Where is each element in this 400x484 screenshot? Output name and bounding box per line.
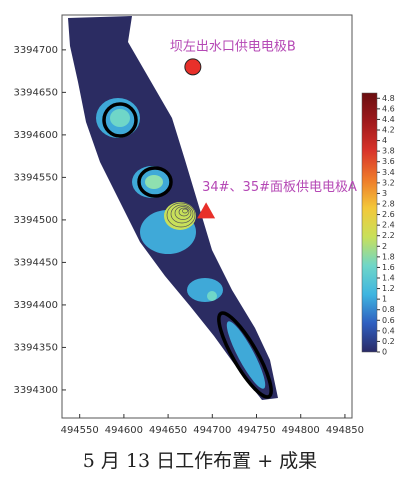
colorbar-tick-label: 3.2 bbox=[382, 178, 395, 187]
x-tick-label: 494800 bbox=[282, 425, 320, 436]
colorbar-tick-label: 4.8 bbox=[382, 94, 395, 103]
colorbar-tick-label: 2.2 bbox=[382, 231, 395, 240]
caption: 5 月 13 日工作布置 + 成果 bbox=[83, 450, 317, 472]
x-tick-label: 494600 bbox=[105, 425, 143, 436]
colorbar-tick-label: 3.8 bbox=[382, 147, 395, 156]
colorbar-tick-label: 2.6 bbox=[382, 210, 395, 219]
y-tick-label: 3394450 bbox=[13, 257, 58, 268]
y-tick-label: 3394700 bbox=[13, 45, 58, 56]
colorbar-tick-label: 3.4 bbox=[382, 168, 395, 177]
x-tick-label: 494750 bbox=[237, 425, 275, 436]
colorbar-tick-label: 0 bbox=[382, 348, 387, 357]
patch bbox=[187, 278, 223, 302]
y-tick-label: 3394500 bbox=[13, 215, 58, 226]
colorbar-tick-label: 1.2 bbox=[382, 284, 395, 293]
electrode-marker bbox=[184, 58, 202, 76]
colorbar-tick-label: 3 bbox=[382, 189, 387, 198]
x-tick-label: 494850 bbox=[326, 425, 364, 436]
patch bbox=[110, 109, 130, 127]
colorbar-tick-label: 4.2 bbox=[382, 126, 395, 135]
colorbar-tick-label: 0.2 bbox=[382, 337, 395, 346]
colorbar-tick-label: 1.8 bbox=[382, 252, 395, 261]
electrode-marker bbox=[197, 202, 216, 219]
patch bbox=[207, 291, 217, 301]
colorbar-tick-label: 1 bbox=[382, 295, 387, 304]
contour-field bbox=[68, 16, 278, 400]
y-tick-label: 3394400 bbox=[13, 300, 58, 311]
colorbar-tick-label: 2 bbox=[382, 242, 387, 251]
electrode-label: 坝左出水口供电电极B bbox=[170, 39, 296, 54]
colorbar-tick-label: 0.4 bbox=[382, 326, 395, 335]
colorbar-tick-label: 4.4 bbox=[382, 115, 395, 124]
x-tick-label: 494700 bbox=[193, 425, 231, 436]
colorbar-tick-label: 4 bbox=[382, 136, 387, 145]
y-tick-label: 3394550 bbox=[13, 172, 58, 183]
patch bbox=[164, 202, 196, 230]
colorbar-tick-label: 0.8 bbox=[382, 305, 395, 314]
contour-lines bbox=[166, 202, 196, 228]
electrode-label: 34#、35#面板供电电极A bbox=[202, 180, 357, 195]
patch bbox=[145, 175, 163, 189]
patch bbox=[226, 321, 266, 389]
x-tick-label: 494550 bbox=[61, 425, 99, 436]
x-tick-label: 494650 bbox=[149, 425, 187, 436]
y-tick-label: 3394650 bbox=[13, 87, 58, 98]
colorbar-tick-label: 3.6 bbox=[382, 157, 395, 166]
y-tick-label: 3394300 bbox=[13, 385, 58, 396]
colorbar-tick-label: 2.8 bbox=[382, 200, 395, 209]
y-tick-label: 3394350 bbox=[13, 342, 58, 353]
colorbar-tick-label: 1.4 bbox=[382, 274, 395, 283]
y-tick-label: 3394600 bbox=[13, 130, 58, 141]
colorbar-tick-label: 2.4 bbox=[382, 221, 395, 230]
colorbar-tick-label: 4.6 bbox=[382, 104, 395, 113]
colorbar-tick-label: 0.6 bbox=[382, 316, 395, 325]
colorbar bbox=[361, 92, 378, 353]
highlight-rings bbox=[102, 102, 273, 399]
colorbar-tick-label: 1.6 bbox=[382, 263, 395, 272]
